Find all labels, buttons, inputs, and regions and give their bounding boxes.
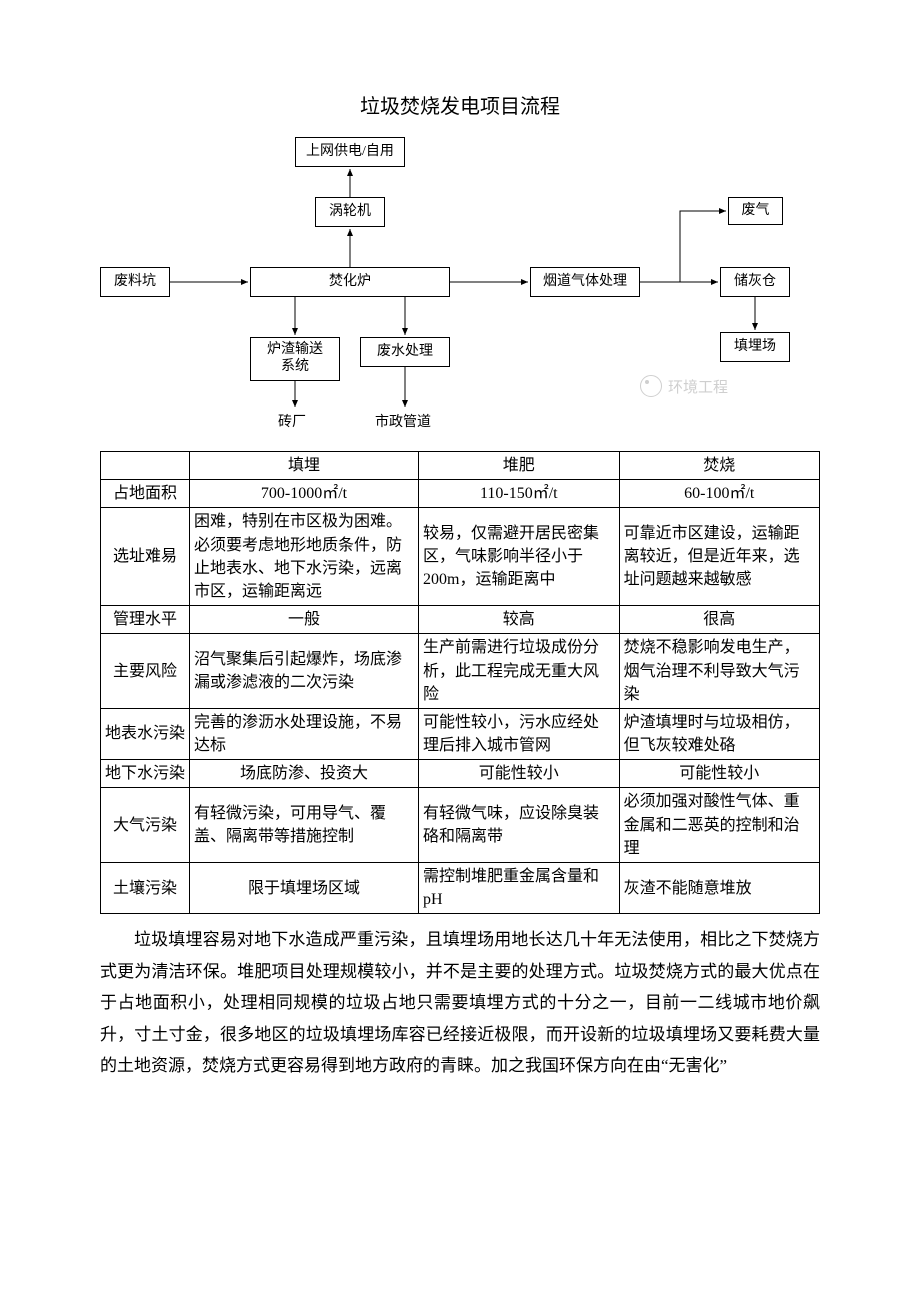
table-body: 占地面积700-1000㎡/t110-150㎡/t60-100㎡/t选址难易困难… xyxy=(101,480,820,914)
node-slag-conveyor: 炉渣输送 系统 xyxy=(250,337,340,381)
node-flue-gas: 烟道气体处理 xyxy=(530,267,640,297)
table-row: 地表水污染完善的渗沥水处理设施，不易达标可能性较小，污水应经处理后排入城市管网炉… xyxy=(101,708,820,759)
table-cell: 焚烧不稳影响发电生产，烟气治理不利导致大气污染 xyxy=(619,634,819,709)
table-cell: 可靠近市区建设，运输距离较近，但是近年来，选址问题越来越敏感 xyxy=(619,508,819,606)
text-municipal-sewer: 市政管道 xyxy=(375,411,431,431)
table-row: 管理水平一般较高很高 xyxy=(101,606,820,634)
table-cell: 60-100㎡/t xyxy=(619,480,819,508)
table-row: 占地面积700-1000㎡/t110-150㎡/t60-100㎡/t xyxy=(101,480,820,508)
table-row: 土壤污染限于填埋场区域需控制堆肥重金属含量和 pH灰渣不能随意堆放 xyxy=(101,863,820,914)
table-row: 选址难易困难，特别在市区极为困难。必须要考虑地形地质条件，防止地表水、地下水污染… xyxy=(101,508,820,606)
table-cell: 较易，仅需避开居民密集区，气味影响半径小于 200m，运输距离中 xyxy=(419,508,620,606)
table-cell: 有轻微污染，可用导气、覆盖、隔离带等措施控制 xyxy=(190,788,419,863)
row-header: 地表水污染 xyxy=(101,708,190,759)
row-header: 地下水污染 xyxy=(101,760,190,788)
row-header: 土壤污染 xyxy=(101,863,190,914)
table-cell: 可能性较小 xyxy=(419,760,620,788)
table-cell: 生产前需进行垃圾成份分析，此工程完成无重大风险 xyxy=(419,634,620,709)
node-wastewater: 废水处理 xyxy=(360,337,450,367)
table-cell: 完善的渗沥水处理设施，不易达标 xyxy=(190,708,419,759)
table-header: 填埋 堆肥 焚烧 xyxy=(101,452,820,480)
table-cell: 困难，特别在市区极为困难。必须要考虑地形地质条件，防止地表水、地下水污染，远离市… xyxy=(190,508,419,606)
col-header-blank xyxy=(101,452,190,480)
node-turbine: 涡轮机 xyxy=(315,197,385,227)
table-cell: 可能性较小 xyxy=(619,760,819,788)
table-row: 大气污染有轻微污染，可用导气、覆盖、隔离带等措施控制有轻微气味，应设除臭装硌和隔… xyxy=(101,788,820,863)
page-title: 垃圾焚烧发电项目流程 xyxy=(100,90,820,119)
table-cell: 需控制堆肥重金属含量和 pH xyxy=(419,863,620,914)
watermark-text: 环境工程 xyxy=(668,376,728,397)
node-incinerator: 焚化炉 xyxy=(250,267,450,297)
table-cell: 必须加强对酸性气体、重金属和二恶英的控制和治理 xyxy=(619,788,819,863)
table-cell: 110-150㎡/t xyxy=(419,480,620,508)
table-cell: 很高 xyxy=(619,606,819,634)
paragraph: 垃圾填埋容易对地下水造成严重污染，且填埋场用地长达几十年无法使用，相比之下焚烧方… xyxy=(100,924,820,1081)
row-header: 大气污染 xyxy=(101,788,190,863)
document-page: 垃圾焚烧发电项目流程 xyxy=(0,0,920,1302)
table-cell: 限于填埋场区域 xyxy=(190,863,419,914)
table-cell: 可能性较小，污水应经处理后排入城市管网 xyxy=(419,708,620,759)
table-row: 主要风险沼气聚集后引起爆炸，场底渗漏或渗滤液的二次污染生产前需进行垃圾成份分析，… xyxy=(101,634,820,709)
table-cell: 较高 xyxy=(419,606,620,634)
table-cell: 沼气聚集后引起爆炸，场底渗漏或渗滤液的二次污染 xyxy=(190,634,419,709)
table-row: 地下水污染场底防渗、投资大可能性较小可能性较小 xyxy=(101,760,820,788)
row-header: 主要风险 xyxy=(101,634,190,709)
node-exhaust-gas: 废气 xyxy=(728,197,783,225)
node-landfill: 填埋场 xyxy=(720,332,790,362)
node-grid: 上网供电/自用 xyxy=(295,137,405,167)
table-cell: 700-1000㎡/t xyxy=(190,480,419,508)
watermark-icon xyxy=(640,375,662,397)
table-cell: 一般 xyxy=(190,606,419,634)
table-cell: 炉渣填埋时与垃圾相仿，但飞灰较难处硌 xyxy=(619,708,819,759)
col-header-incinerate: 焚烧 xyxy=(619,452,819,480)
col-header-compost: 堆肥 xyxy=(419,452,620,480)
col-header-landfill: 填埋 xyxy=(190,452,419,480)
row-header: 占地面积 xyxy=(101,480,190,508)
table-cell: 场底防渗、投资大 xyxy=(190,760,419,788)
comparison-table: 填埋 堆肥 焚烧 占地面积700-1000㎡/t110-150㎡/t60-100… xyxy=(100,451,820,914)
watermark: 环境工程 xyxy=(640,375,728,397)
node-ash-storage: 储灰仓 xyxy=(720,267,790,297)
text-brick-factory: 砖厂 xyxy=(278,411,306,431)
body-text: 垃圾填埋容易对地下水造成严重污染，且填埋场用地长达几十年无法使用，相比之下焚烧方… xyxy=(100,924,820,1081)
row-header: 管理水平 xyxy=(101,606,190,634)
process-flowchart: 上网供电/自用 涡轮机 废料坑 焚化炉 烟道气体处理 储灰仓 废气 填埋场 炉渣… xyxy=(100,137,820,437)
row-header: 选址难易 xyxy=(101,508,190,606)
table-cell: 有轻微气味，应设除臭装硌和隔离带 xyxy=(419,788,620,863)
table-cell: 灰渣不能随意堆放 xyxy=(619,863,819,914)
node-pit: 废料坑 xyxy=(100,267,170,297)
